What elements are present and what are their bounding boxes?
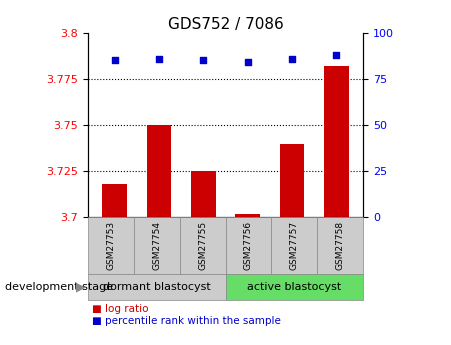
Point bbox=[155, 56, 162, 61]
Text: development stage: development stage bbox=[5, 282, 113, 292]
Point bbox=[333, 52, 340, 58]
Text: GSM27758: GSM27758 bbox=[336, 221, 345, 270]
Point bbox=[289, 56, 296, 61]
Bar bbox=[235, 214, 260, 217]
Text: dormant blastocyst: dormant blastocyst bbox=[103, 282, 211, 292]
Bar bbox=[324, 66, 349, 217]
Bar bbox=[147, 125, 171, 217]
Text: ■ percentile rank within the sample: ■ percentile rank within the sample bbox=[92, 316, 281, 326]
Bar bbox=[102, 184, 127, 217]
Text: ▶: ▶ bbox=[76, 281, 86, 294]
Point bbox=[111, 58, 118, 63]
Bar bbox=[191, 171, 216, 217]
Point bbox=[200, 58, 207, 63]
Text: GSM27755: GSM27755 bbox=[198, 221, 207, 270]
Title: GDS752 / 7086: GDS752 / 7086 bbox=[168, 17, 283, 32]
Text: ■ log ratio: ■ log ratio bbox=[92, 304, 149, 314]
Text: GSM27756: GSM27756 bbox=[244, 221, 253, 270]
Text: GSM27754: GSM27754 bbox=[152, 221, 161, 270]
Bar bbox=[280, 144, 304, 217]
Text: GSM27757: GSM27757 bbox=[290, 221, 299, 270]
Point bbox=[244, 60, 251, 65]
Text: GSM27753: GSM27753 bbox=[106, 221, 115, 270]
Text: active blastocyst: active blastocyst bbox=[247, 282, 341, 292]
